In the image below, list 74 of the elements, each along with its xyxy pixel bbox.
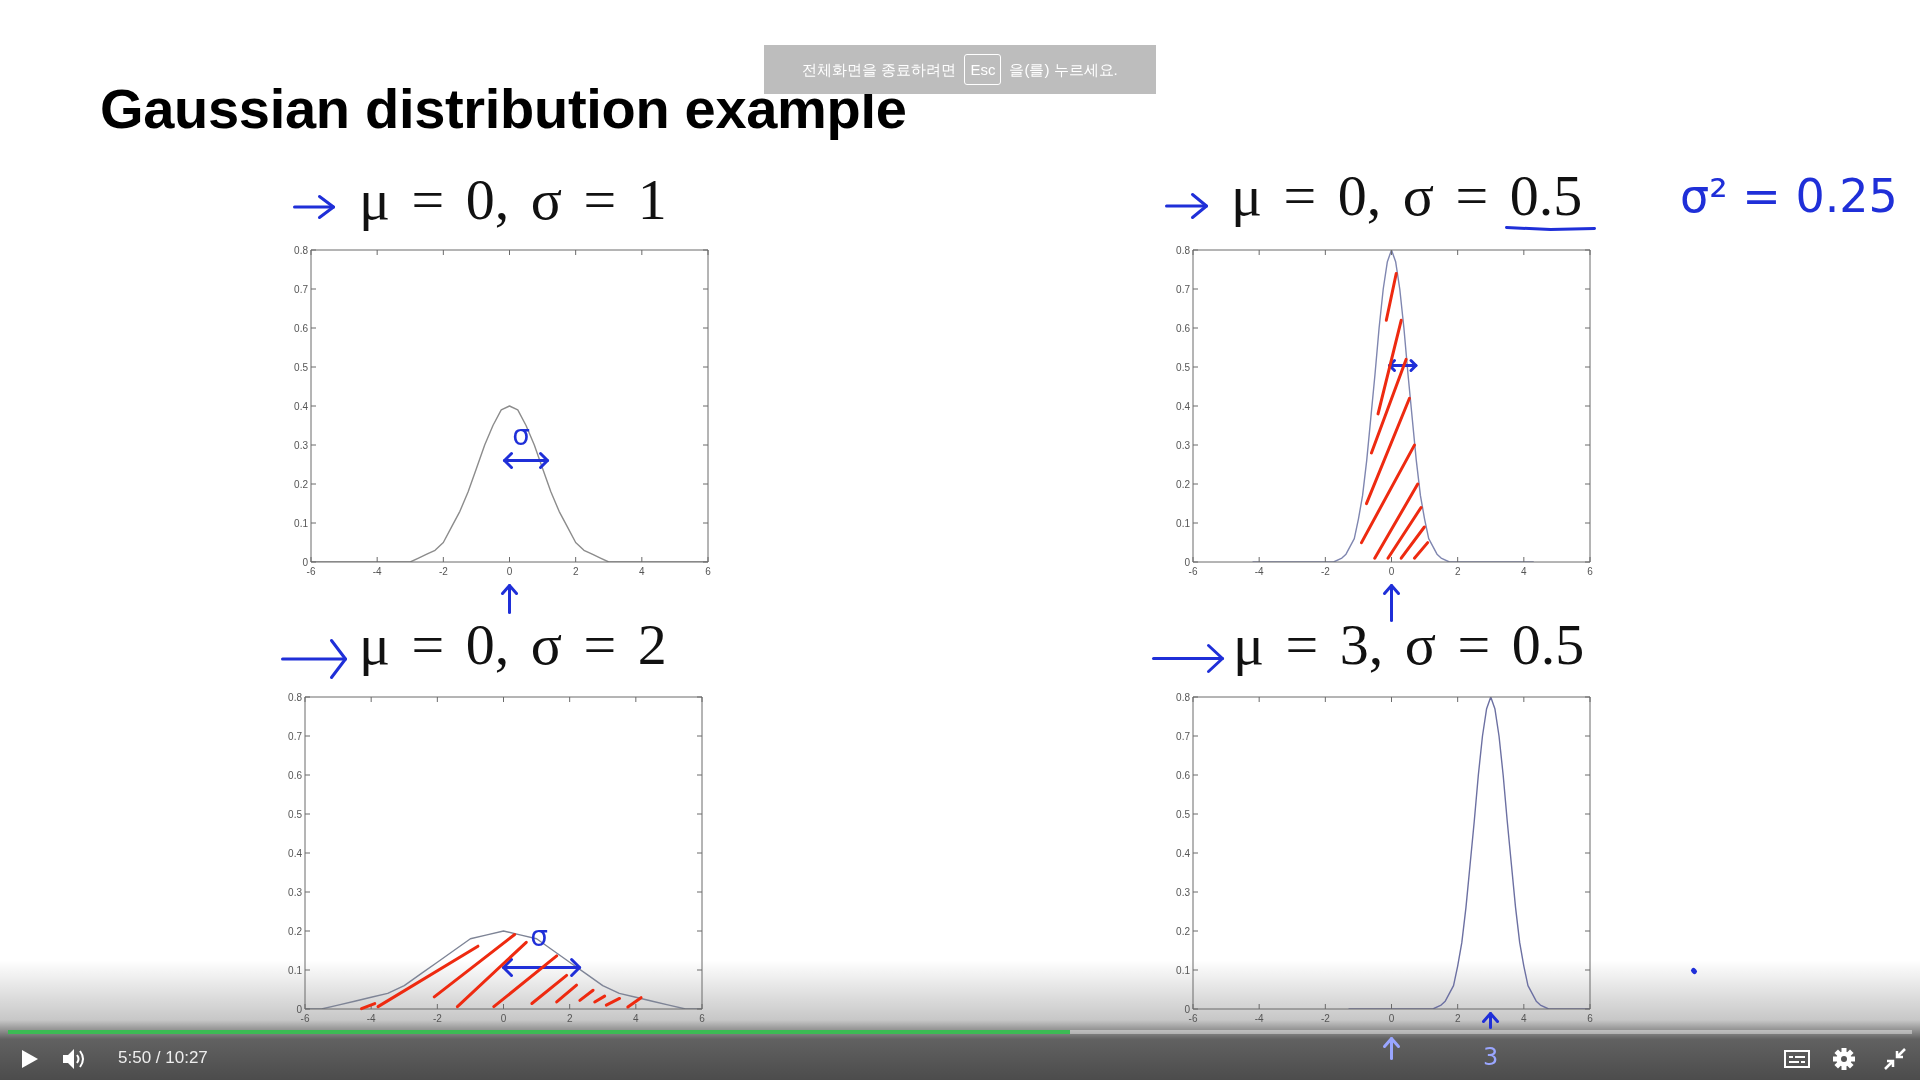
x-tick-label: 2 xyxy=(1454,566,1461,577)
x-tick-label: -6 xyxy=(306,566,316,577)
y-tick-label: 0 xyxy=(1184,556,1191,568)
y-tick-label: 0.4 xyxy=(288,847,303,859)
x-tick-label: -6 xyxy=(1188,566,1198,577)
y-tick-label: 0.4 xyxy=(1176,400,1191,412)
x-tick-label: 2 xyxy=(1454,1013,1461,1024)
y-tick-label: 0.5 xyxy=(1176,808,1191,820)
y-tick-label: 0.1 xyxy=(294,517,309,529)
x-tick-label: 2 xyxy=(572,566,579,577)
x-tick-label: 6 xyxy=(705,566,712,577)
x-tick-label: -2 xyxy=(432,1013,443,1024)
y-tick-label: 0.5 xyxy=(1176,361,1191,373)
text: 5:50 / 10:27 xyxy=(118,1048,208,1067)
x-tick-label: 0 xyxy=(500,1013,507,1024)
y-tick-label: 0.8 xyxy=(1176,691,1191,703)
y-tick-label: 0.7 xyxy=(1176,730,1191,742)
y-tick-label: 0.8 xyxy=(288,691,303,703)
x-tick-label: -2 xyxy=(438,566,449,577)
y-tick-label: 0.1 xyxy=(1176,517,1191,529)
x-tick-label: 4 xyxy=(639,566,646,577)
x-tick-label: 4 xyxy=(1521,1013,1528,1024)
chart-title: μ = 0, σ = 0.5 xyxy=(1231,163,1583,228)
text: σ² = 0.25 xyxy=(1680,169,1898,223)
x-tick-label: -4 xyxy=(1254,1013,1265,1024)
y-tick-label: 0.2 xyxy=(288,925,303,937)
x-tick-label: -4 xyxy=(366,1013,377,1024)
x-tick-label: -4 xyxy=(372,566,383,577)
y-tick-label: 0.6 xyxy=(1176,322,1191,334)
y-tick-label: 0 xyxy=(296,1003,303,1015)
x-tick-label: 6 xyxy=(1587,566,1594,577)
notice-panel: 전체화면을 종료하려면 Esc 을(를) 누르세요. xyxy=(764,45,1156,94)
y-tick-label: 0.2 xyxy=(1176,925,1191,937)
y-tick-label: 0.3 xyxy=(288,886,303,898)
chart-title: μ = 3, σ = 0.5 xyxy=(1233,612,1585,677)
y-tick-label: 0.2 xyxy=(1176,478,1191,490)
y-tick-label: 0.3 xyxy=(1176,886,1191,898)
annotation: σ xyxy=(530,919,548,954)
y-tick-label: 0.3 xyxy=(1176,439,1191,451)
x-tick-label: 0 xyxy=(506,566,513,577)
x-tick-label: 6 xyxy=(1587,1013,1594,1024)
y-tick-label: 0.8 xyxy=(294,244,309,256)
y-tick-label: 0.4 xyxy=(1176,847,1191,859)
y-tick-label: 0.6 xyxy=(288,769,303,781)
y-tick-label: 0.5 xyxy=(294,361,309,373)
chart-title: μ = 0, σ = 1 xyxy=(359,167,667,232)
x-tick-label: -2 xyxy=(1320,566,1331,577)
y-tick-label: 0.7 xyxy=(1176,283,1191,295)
y-tick-label: 0.6 xyxy=(294,322,309,334)
y-tick-label: 0 xyxy=(1184,1003,1191,1015)
x-tick-label: 2 xyxy=(566,1013,573,1024)
y-tick-label: 0.3 xyxy=(294,439,309,451)
x-tick-label: -6 xyxy=(300,1013,310,1024)
x-tick-label: 4 xyxy=(1521,566,1528,577)
y-tick-label: 0.6 xyxy=(1176,769,1191,781)
x-tick-label: -4 xyxy=(1254,566,1265,577)
y-tick-label: 0.1 xyxy=(1176,964,1191,976)
x-tick-label: 0 xyxy=(1388,1013,1395,1024)
x-tick-label: 6 xyxy=(699,1013,706,1024)
annotation: 3 xyxy=(1483,1043,1499,1071)
x-tick-label: -6 xyxy=(1188,1013,1198,1024)
x-tick-label: 4 xyxy=(633,1013,640,1024)
x-tick-label: 0 xyxy=(1388,566,1395,577)
y-tick-label: 0.2 xyxy=(294,478,309,490)
y-tick-label: 0.1 xyxy=(288,964,303,976)
y-tick-label: 0.5 xyxy=(288,808,303,820)
chart-title: μ = 0, σ = 2 xyxy=(359,612,667,677)
annotation: σ xyxy=(512,418,530,453)
y-tick-label: 0 xyxy=(302,556,309,568)
y-tick-label: 0.8 xyxy=(1176,244,1191,256)
x-tick-label: -2 xyxy=(1320,1013,1331,1024)
y-tick-label: 0.7 xyxy=(294,283,309,295)
y-tick-label: 0.4 xyxy=(294,400,309,412)
y-tick-label: 0.7 xyxy=(288,730,303,742)
